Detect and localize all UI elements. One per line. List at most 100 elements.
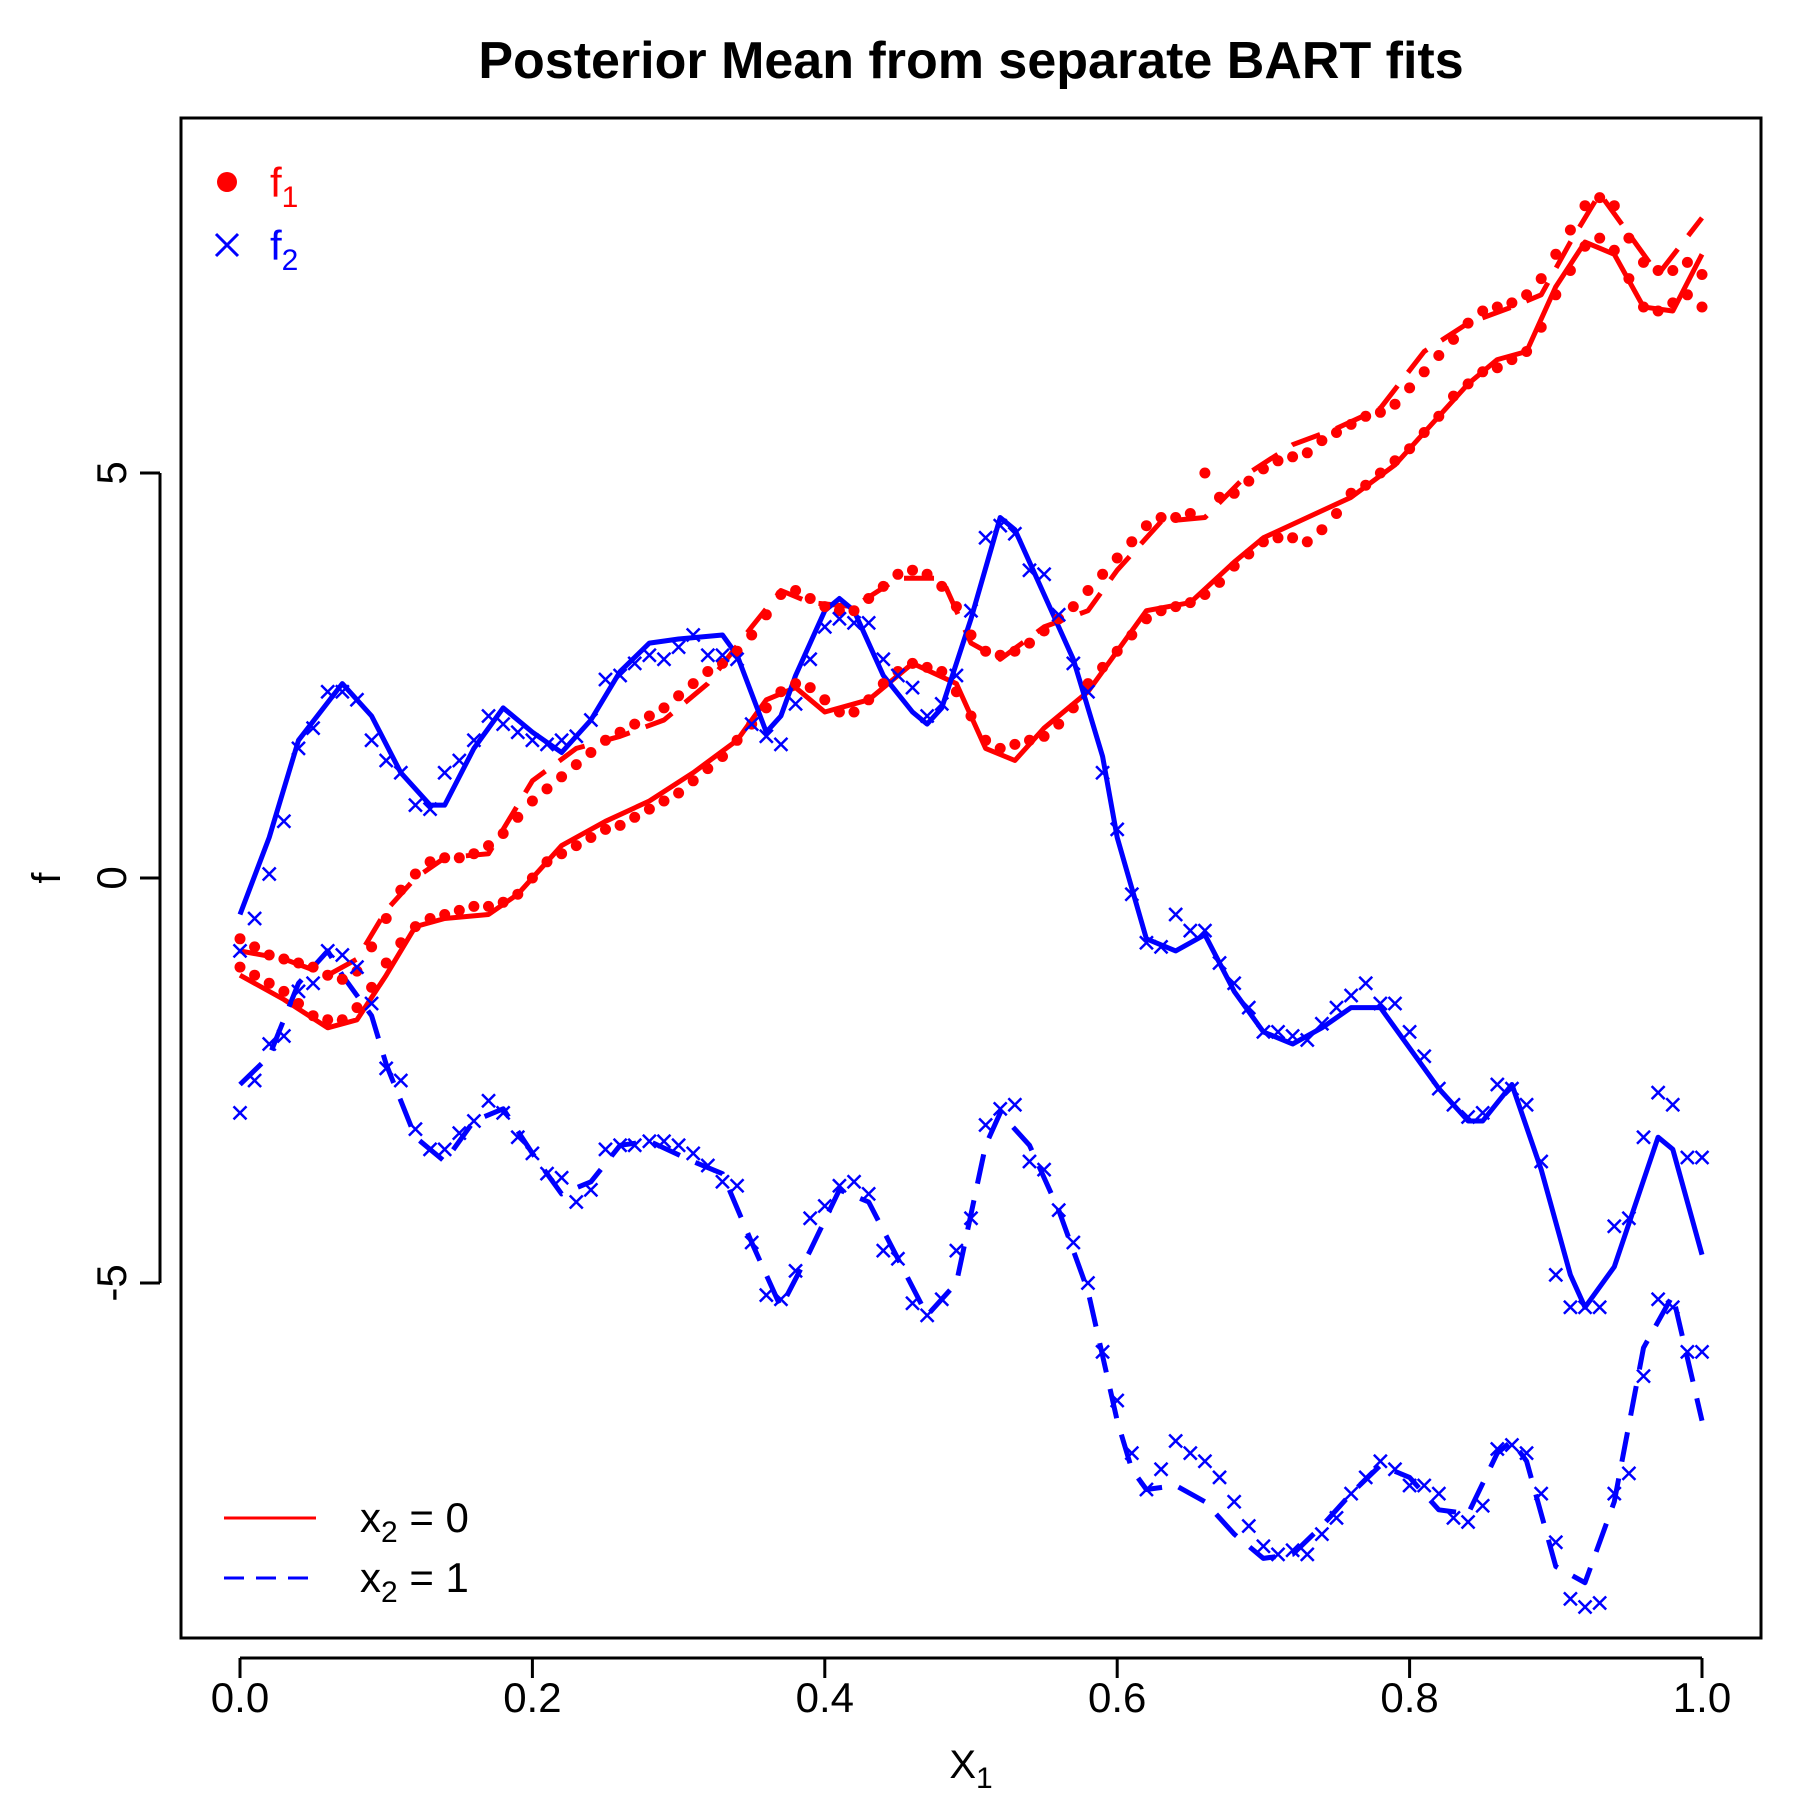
point-f2 [832, 1178, 847, 1194]
point-f2 [276, 1028, 292, 1044]
point-f2 [495, 716, 511, 732]
point-f1 [1184, 508, 1196, 519]
y-tick-label: -5 [88, 1264, 135, 1301]
point-f1 [424, 856, 436, 868]
point-f2 [554, 1170, 570, 1186]
point-f2 [627, 1137, 643, 1153]
point-f2 [393, 1073, 409, 1088]
x-axis-label: X1 [949, 1743, 992, 1795]
point-f1 [1404, 382, 1416, 394]
point-f2 [1519, 1097, 1534, 1113]
point-f1 [1550, 248, 1562, 260]
point-f2 [758, 1287, 774, 1303]
point-f2 [568, 728, 584, 744]
point-f2 [422, 801, 438, 817]
point-f2 [232, 1105, 248, 1121]
point-f2 [1519, 1445, 1534, 1461]
point-f2 [1372, 1453, 1388, 1469]
point-f1 [1155, 512, 1167, 523]
point-f1 [717, 657, 728, 669]
points-f1-x2-1 [234, 192, 1708, 985]
point-f1 [1550, 289, 1562, 301]
point-f2 [583, 712, 599, 728]
point-f1 [278, 953, 290, 965]
point-f2 [1270, 1546, 1286, 1562]
point-f1 [1418, 366, 1430, 378]
point-f1 [643, 710, 655, 722]
svg-text:X1: X1 [949, 1743, 992, 1795]
point-f1 [497, 828, 509, 839]
point-f2 [685, 1146, 701, 1161]
y-tick-label: 5 [88, 461, 135, 484]
point-f2 [1460, 1514, 1476, 1530]
x-tick-label: 0.4 [796, 1674, 854, 1721]
point-f2 [1592, 1299, 1608, 1315]
point-f1 [980, 645, 992, 657]
point-f1 [541, 783, 553, 795]
point-f1 [439, 909, 451, 920]
point-f1 [1316, 435, 1328, 447]
point-f1 [775, 589, 787, 600]
point-f1 [936, 580, 948, 592]
point-f1 [1535, 273, 1547, 285]
point-f2 [875, 651, 891, 667]
legend-label: x2 = 1 [360, 1554, 469, 1609]
point-f1 [1038, 730, 1050, 742]
point-f1 [629, 718, 641, 730]
point-f1 [833, 605, 845, 617]
point-f2 [656, 651, 672, 667]
point-f2 [1665, 1299, 1681, 1315]
point-f2 [1051, 1202, 1067, 1218]
x-tick-label: 1.0 [1673, 1674, 1731, 1721]
point-f2 [1124, 1445, 1140, 1461]
point-f1 [1579, 200, 1591, 212]
point-f2 [1036, 1162, 1052, 1177]
point-f2 [1270, 1024, 1286, 1040]
x-tick-label: 0.6 [1088, 1674, 1146, 1721]
point-f2 [1329, 1510, 1344, 1526]
point-f2 [1139, 935, 1154, 951]
point-f2 [948, 668, 964, 683]
point-f1 [1506, 297, 1518, 309]
point-f1 [512, 811, 524, 823]
point-f1 [1214, 491, 1225, 503]
point-f2 [919, 1308, 935, 1323]
point-f2 [1212, 1470, 1227, 1485]
point-f2 [451, 753, 467, 768]
x-tick-label: 0.2 [503, 1674, 561, 1721]
point-f1 [570, 759, 582, 771]
point-f1 [760, 609, 772, 621]
point-f1 [1316, 524, 1328, 536]
points-f2-x2-1 [232, 943, 1710, 1615]
point-f1 [1696, 269, 1708, 280]
point-f1 [1623, 232, 1635, 244]
point-f1 [658, 702, 670, 714]
point-f2 [320, 943, 336, 959]
point-f1 [307, 961, 319, 973]
point-f2 [1650, 1085, 1666, 1101]
series-line-f2-x2-1 [238, 948, 1705, 1586]
point-f1 [1140, 520, 1152, 532]
point-f1 [1374, 467, 1386, 479]
point-f1 [336, 973, 348, 985]
point-f2 [1343, 1486, 1359, 1501]
point-f1 [249, 969, 261, 981]
point-f1 [322, 969, 334, 981]
point-f2 [1606, 1218, 1622, 1234]
x-tick-label: 0.8 [1380, 1674, 1438, 1721]
point-f2 [1621, 1465, 1637, 1481]
point-f2 [700, 647, 716, 663]
point-f2 [1387, 996, 1403, 1011]
point-f1 [585, 832, 597, 843]
point-f1 [1199, 589, 1211, 600]
point-f2 [598, 672, 613, 687]
point-f1 [600, 823, 611, 835]
legend-entry-x2-1: x2 = 1 [224, 1554, 469, 1609]
point-f2 [334, 947, 350, 963]
point-f1 [877, 678, 889, 690]
points-f1-x2-0 [234, 232, 1708, 1026]
point-f1 [307, 1010, 319, 1022]
point-f2 [832, 611, 847, 627]
point-f2 [1095, 1344, 1110, 1360]
point-f2 [408, 1121, 423, 1137]
